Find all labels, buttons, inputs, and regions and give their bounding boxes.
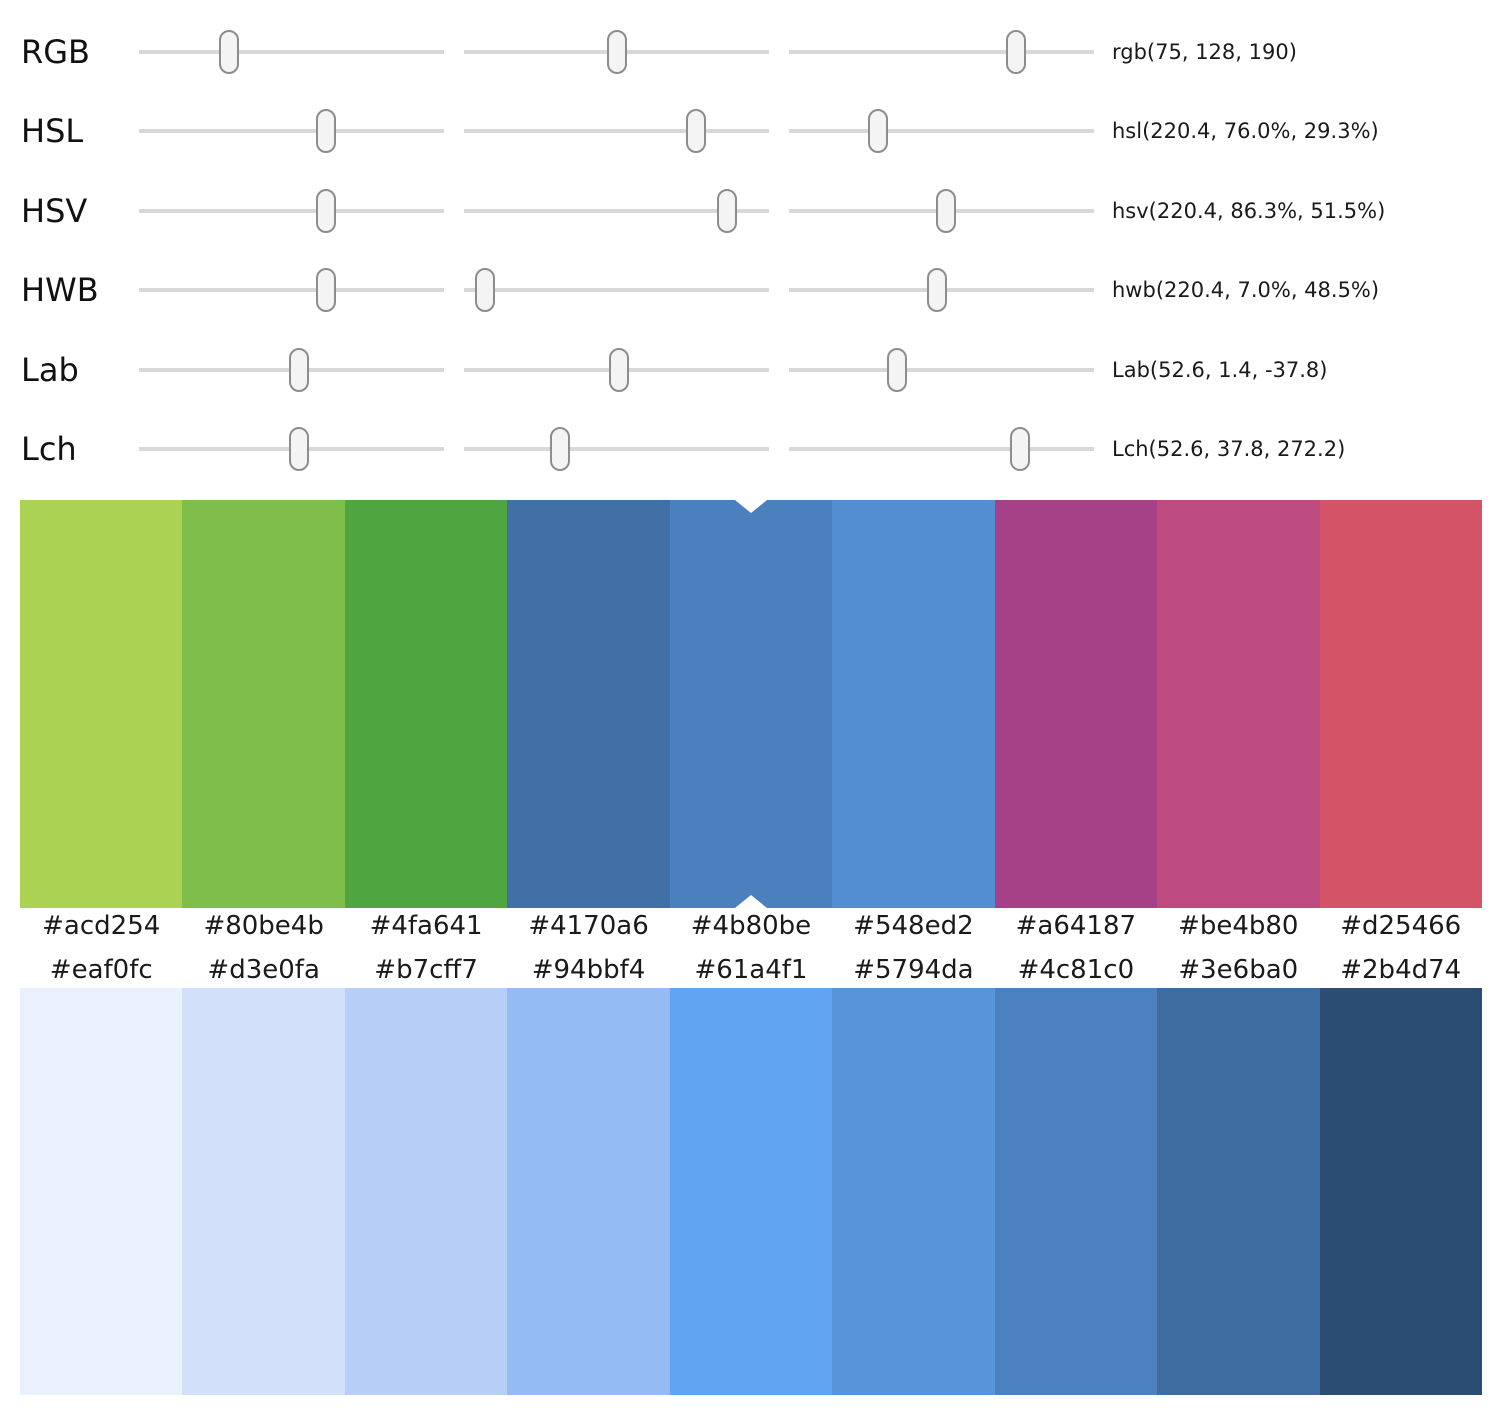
swatch-hex-label: #d3e0fa — [207, 955, 320, 985]
lightness-palette-hex-labels: #eaf0fc #d3e0fa #b7cff7 #94bbf4 #61a4f1 #5794… — [20, 951, 1482, 989]
rgb-value-text: rgb(75, 128, 190) — [1112, 40, 1297, 64]
hue-palette — [20, 500, 1482, 908]
hwb-hue-slider[interactable] — [139, 268, 444, 312]
palette-swatch[interactable] — [669, 988, 833, 1395]
lightness-palette — [20, 988, 1482, 1395]
palette-swatch[interactable] — [182, 988, 345, 1395]
hsv-hue-slider-thumb[interactable] — [315, 189, 336, 233]
hsl-hue-slider-thumb[interactable] — [315, 109, 336, 153]
slider-row-hsl: HSL hsl(220.4, 76.0%, 29.3%) — [0, 91, 1501, 171]
colorspace-label-rgb: RGB — [21, 33, 90, 71]
lch-value-text: Lch(52.6, 37.8, 272.2) — [1112, 437, 1346, 461]
rgb-blue-slider[interactable] — [789, 30, 1094, 74]
hsv-saturation-slider-thumb[interactable] — [717, 189, 738, 233]
palette-swatch[interactable] — [1157, 988, 1320, 1395]
rgb-red-slider[interactable] — [139, 30, 444, 74]
selected-swatch-notch-bottom — [734, 895, 767, 908]
lab-a-slider[interactable] — [464, 348, 769, 392]
hsl-value-text: hsl(220.4, 76.0%, 29.3%) — [1112, 119, 1379, 143]
swatch-hex-label: #acd254 — [42, 911, 161, 941]
hsv-value-text: hsv(220.4, 86.3%, 51.5%) — [1112, 199, 1386, 223]
swatch-hex-label: #61a4f1 — [694, 955, 808, 985]
palette-swatch[interactable] — [1319, 500, 1482, 908]
lab-b-slider-thumb[interactable] — [886, 348, 907, 392]
swatch-hex-label: #4170a6 — [528, 911, 649, 941]
slider-row-hwb: HWB hwb(220.4, 7.0%, 48.5%) — [0, 250, 1501, 330]
hwb-blackness-slider-thumb[interactable] — [926, 268, 947, 312]
swatch-hex-label: #3e6ba0 — [1178, 955, 1299, 985]
lab-lightness-slider-thumb[interactable] — [289, 348, 310, 392]
hsv-saturation-slider[interactable] — [464, 189, 769, 233]
palette-swatch[interactable] — [344, 500, 508, 908]
slider-row-lab: Lab Lab(52.6, 1.4, -37.8) — [0, 330, 1501, 410]
palette-swatch[interactable] — [1157, 500, 1320, 908]
swatch-hex-label: #d25466 — [1340, 911, 1462, 941]
palette-swatch[interactable] — [507, 500, 670, 908]
lch-hue-slider-thumb[interactable] — [1009, 427, 1030, 471]
lch-chroma-slider[interactable] — [464, 427, 769, 471]
swatch-hex-label: #548ed2 — [853, 911, 974, 941]
lab-lightness-slider[interactable] — [139, 348, 444, 392]
selected-swatch-notch-top — [734, 500, 767, 513]
palette-swatch[interactable] — [832, 500, 995, 908]
palette-swatch[interactable] — [20, 500, 183, 908]
lch-chroma-slider-thumb[interactable] — [550, 427, 571, 471]
hsl-saturation-slider-thumb[interactable] — [685, 109, 706, 153]
hwb-whiteness-slider-thumb[interactable] — [475, 268, 496, 312]
swatch-hex-label: #80be4b — [203, 911, 324, 941]
palette-swatch[interactable] — [832, 988, 995, 1395]
hue-palette-hex-labels: #acd254 #80be4b #4fa641 #4170a6 #4b80be #548e… — [20, 907, 1482, 945]
lab-b-slider[interactable] — [789, 348, 1094, 392]
hwb-whiteness-slider[interactable] — [464, 268, 769, 312]
hsl-lightness-slider[interactable] — [789, 109, 1094, 153]
hwb-blackness-slider[interactable] — [789, 268, 1094, 312]
lch-hue-slider[interactable] — [789, 427, 1094, 471]
swatch-hex-label: #4b80be — [690, 911, 812, 941]
lch-lightness-slider-thumb[interactable] — [289, 427, 310, 471]
hsv-hue-slider[interactable] — [139, 189, 444, 233]
swatch-hex-label: #2b4d74 — [1340, 955, 1462, 985]
hsl-saturation-slider[interactable] — [464, 109, 769, 153]
lab-value-text: Lab(52.6, 1.4, -37.8) — [1112, 358, 1328, 382]
swatch-hex-label: #eaf0fc — [49, 955, 153, 985]
rgb-blue-slider-thumb[interactable] — [1006, 30, 1027, 74]
swatch-hex-label: #5794da — [853, 955, 974, 985]
colorspace-label-hwb: HWB — [21, 271, 99, 309]
hsl-hue-slider[interactable] — [139, 109, 444, 153]
hsv-value-slider[interactable] — [789, 189, 1094, 233]
colorspace-label-lab: Lab — [21, 351, 79, 389]
hwb-value-text: hwb(220.4, 7.0%, 48.5%) — [1112, 278, 1380, 302]
swatch-hex-label: #4c81c0 — [1017, 955, 1135, 985]
palette-swatch[interactable] — [1319, 988, 1482, 1395]
hsv-value-slider-thumb[interactable] — [936, 189, 957, 233]
slider-row-rgb: RGB rgb(75, 128, 190) — [0, 12, 1501, 92]
palette-swatch[interactable] — [994, 500, 1158, 908]
swatch-hex-label: #94bbf4 — [531, 955, 646, 985]
palette-swatch[interactable] — [344, 988, 508, 1395]
rgb-green-slider-thumb[interactable] — [607, 30, 628, 74]
slider-row-lch: Lch Lch(52.6, 37.8, 272.2) — [0, 409, 1501, 489]
colorspace-label-hsv: HSV — [21, 192, 88, 230]
palette-swatch[interactable] — [994, 988, 1158, 1395]
hsl-lightness-slider-thumb[interactable] — [868, 109, 889, 153]
lch-lightness-slider[interactable] — [139, 427, 444, 471]
palette-swatch[interactable] — [182, 500, 345, 908]
palette-swatch[interactable] — [669, 500, 833, 908]
swatch-hex-label: #a64187 — [1015, 911, 1137, 941]
hwb-hue-slider-thumb[interactable] — [315, 268, 336, 312]
swatch-hex-label: #be4b80 — [1178, 911, 1299, 941]
rgb-green-slider[interactable] — [464, 30, 769, 74]
swatch-hex-label: #b7cff7 — [374, 955, 478, 985]
lab-a-slider-thumb[interactable] — [608, 348, 629, 392]
colorspace-label-hsl: HSL — [21, 112, 84, 150]
swatch-hex-label: #4fa641 — [369, 911, 483, 941]
colorspace-label-lch: Lch — [21, 430, 77, 468]
rgb-red-slider-thumb[interactable] — [218, 30, 239, 74]
palette-swatch[interactable] — [20, 988, 183, 1395]
palette-swatch[interactable] — [507, 988, 670, 1395]
slider-row-hsv: HSV hsv(220.4, 86.3%, 51.5%) — [0, 171, 1501, 251]
